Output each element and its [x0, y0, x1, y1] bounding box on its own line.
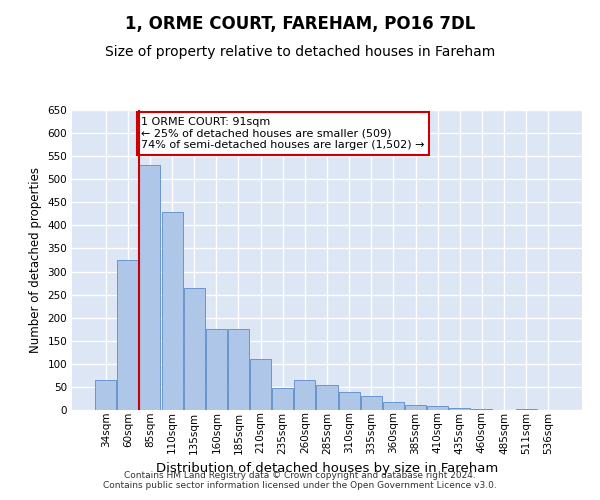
Bar	[361, 396, 382, 410]
Bar	[161, 212, 182, 410]
Bar	[206, 329, 227, 410]
Bar	[449, 408, 470, 410]
Bar	[95, 380, 116, 410]
Bar	[295, 380, 316, 410]
Text: Size of property relative to detached houses in Fareham: Size of property relative to detached ho…	[105, 45, 495, 59]
X-axis label: Distribution of detached houses by size in Fareham: Distribution of detached houses by size …	[156, 462, 498, 475]
Bar	[405, 406, 426, 410]
Bar	[427, 406, 448, 410]
Bar	[338, 392, 359, 410]
Y-axis label: Number of detached properties: Number of detached properties	[29, 167, 42, 353]
Bar	[272, 388, 293, 410]
Bar	[228, 329, 249, 410]
Text: 1, ORME COURT, FAREHAM, PO16 7DL: 1, ORME COURT, FAREHAM, PO16 7DL	[125, 15, 475, 33]
Bar	[472, 409, 493, 410]
Bar	[383, 402, 404, 410]
Bar	[515, 409, 536, 410]
Text: Contains HM Land Registry data © Crown copyright and database right 2024.
Contai: Contains HM Land Registry data © Crown c…	[103, 470, 497, 490]
Bar	[184, 288, 205, 410]
Bar	[250, 359, 271, 410]
Bar	[118, 260, 139, 410]
Bar	[316, 384, 338, 410]
Bar	[139, 166, 160, 410]
Text: 1 ORME COURT: 91sqm
← 25% of detached houses are smaller (509)
74% of semi-detac: 1 ORME COURT: 91sqm ← 25% of detached ho…	[141, 117, 425, 150]
